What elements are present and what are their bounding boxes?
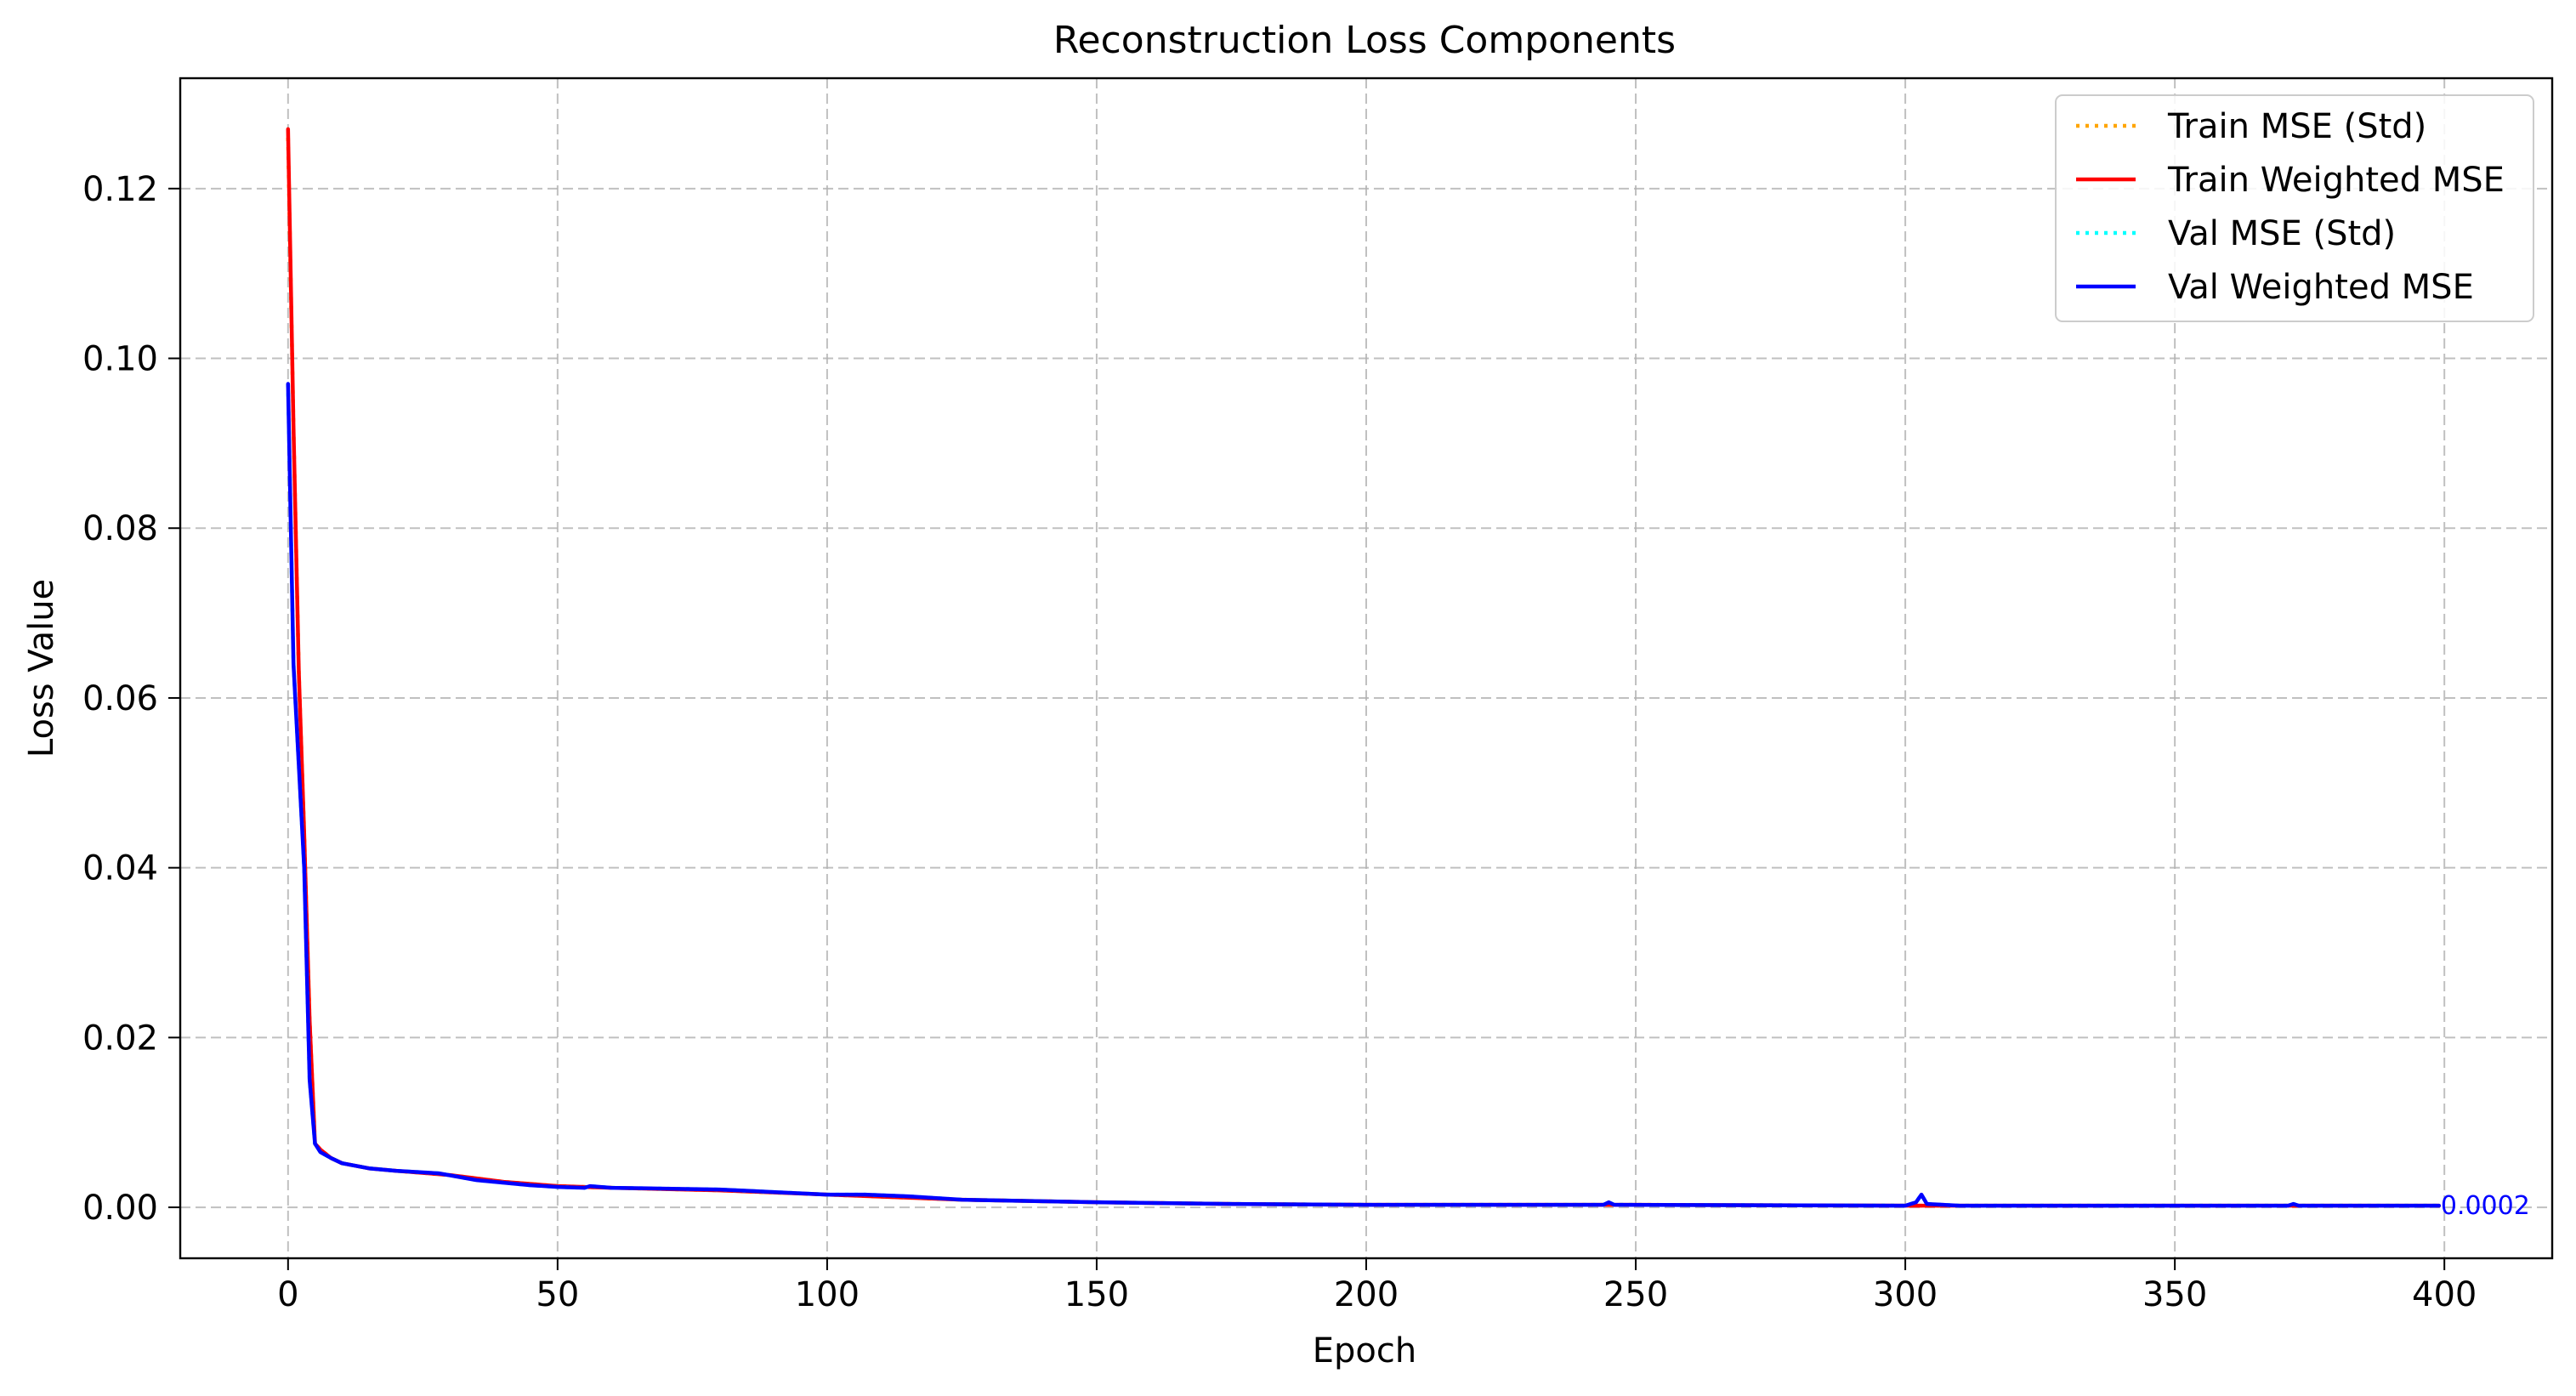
y-tick-label: 0.12 xyxy=(82,170,158,209)
x-tick-label: 250 xyxy=(1603,1275,1668,1314)
x-tick-label: 0 xyxy=(277,1275,298,1314)
legend-box xyxy=(2055,94,2534,322)
x-axis-label: Epoch xyxy=(1313,1331,1416,1370)
series-lines xyxy=(286,127,2442,1208)
x-tick-label: 100 xyxy=(795,1275,860,1314)
x-tick-label: 150 xyxy=(1064,1275,1129,1314)
x-ticks: 0 50 100 150 200 250 300 350 400 xyxy=(277,1258,2477,1314)
y-tick-label: 0.08 xyxy=(82,509,158,548)
annotations: 0.0002 xyxy=(2441,1191,2530,1221)
legend: Train MSE (Std) Train Weighted MSE Val MSE… xyxy=(2055,94,2534,322)
y-tick-label: 0.06 xyxy=(82,679,158,718)
x-tick-label: 200 xyxy=(1334,1275,1399,1314)
x-tick-label: 300 xyxy=(1873,1275,1938,1314)
y-tick-label: 0.10 xyxy=(82,340,158,379)
legend-label-3: Val Weighted MSE xyxy=(2168,268,2474,307)
y-axis-label: Loss Value xyxy=(22,579,61,758)
y-tick-label: 0.02 xyxy=(82,1019,158,1058)
x-tick-label: 50 xyxy=(536,1275,579,1314)
y-tick-label: 0.00 xyxy=(82,1189,158,1228)
series-line-3 xyxy=(286,382,2442,1208)
legend-label-1: Train Weighted MSE xyxy=(2167,161,2505,200)
legend-label-2: Val MSE (Std) xyxy=(2168,214,2396,253)
final-value-annotation: 0.0002 xyxy=(2441,1191,2530,1221)
legend-label-0: Train MSE (Std) xyxy=(2167,107,2426,146)
chart-title: Reconstruction Loss Components xyxy=(1053,19,1676,62)
y-tick-label: 0.04 xyxy=(82,849,158,888)
x-tick-label: 350 xyxy=(2142,1275,2207,1314)
x-tick-label: 400 xyxy=(2412,1275,2477,1314)
y-ticks: 0.00 0.02 0.04 0.06 0.08 0.10 0.12 xyxy=(82,170,180,1228)
